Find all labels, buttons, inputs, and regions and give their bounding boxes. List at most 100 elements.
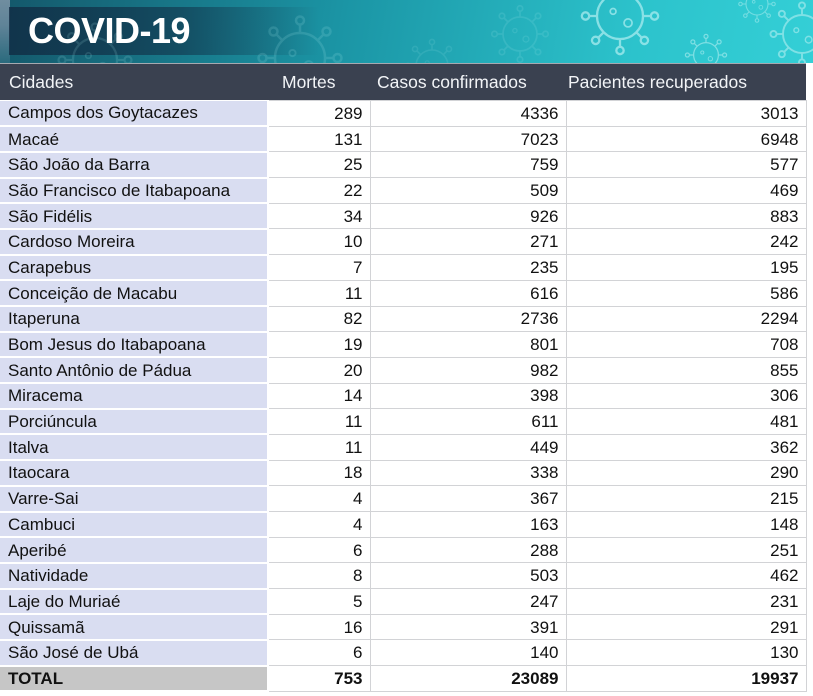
- deaths-cell: 16: [267, 613, 371, 641]
- confirmed-cell: 247: [369, 588, 567, 615]
- deaths-cell: 4: [267, 511, 371, 538]
- city-cell: São José de Ubá: [0, 639, 269, 667]
- total-deaths-cell: 753: [267, 665, 371, 692]
- confirmed-cell: 2736: [369, 305, 567, 333]
- confirmed-cell: 271: [369, 228, 567, 256]
- recovered-cell: 130: [565, 639, 807, 667]
- confirmed-cell: 140: [369, 639, 567, 667]
- recovered-cell: 481: [565, 408, 807, 435]
- deaths-cell: 22: [267, 177, 371, 204]
- confirmed-cell: 509: [369, 177, 567, 204]
- deaths-cell: 11: [267, 433, 371, 461]
- recovered-cell: 242: [565, 228, 807, 256]
- column-header-confirmed: Casos confirmados: [377, 71, 527, 92]
- recovered-cell: 855: [565, 356, 807, 384]
- confirmed-cell: 338: [369, 459, 567, 487]
- deaths-cell: 6: [267, 639, 371, 667]
- city-cell: Itaocara: [0, 460, 269, 487]
- banner-title-shade: [9, 7, 319, 55]
- confirmed-cell: 503: [369, 562, 567, 590]
- city-cell: São Francisco de Itabapoana: [0, 177, 269, 205]
- deaths-cell: 25: [267, 151, 371, 179]
- recovered-cell: 3013: [565, 100, 807, 127]
- deaths-cell: 4: [267, 485, 371, 512]
- city-cell: Quissamã: [0, 614, 269, 641]
- table-row: Bom Jesus do Itabapoana 19 801 708: [0, 331, 807, 359]
- recovered-cell: 586: [565, 279, 807, 307]
- table-row: Conceição de Macabu 11 616 586: [0, 279, 807, 307]
- city-cell: Cardoso Moreira: [0, 228, 269, 256]
- table-row: Itaperuna 82 2736 2294: [0, 305, 807, 333]
- table-row: Italva 11 449 362: [0, 433, 807, 462]
- column-header-deaths: Mortes: [282, 71, 336, 92]
- deaths-cell: 11: [267, 408, 371, 435]
- deaths-cell: 7: [267, 254, 371, 281]
- recovered-cell: 290: [565, 459, 807, 487]
- table-row: Cardoso Moreira 10 271 242: [0, 228, 807, 256]
- column-header-recovered: Pacientes recuperados: [568, 71, 747, 92]
- table-header-row: Cidades Mortes Casos confirmados Pacient…: [0, 63, 806, 100]
- recovered-cell: 6948: [565, 125, 807, 153]
- deaths-cell: 34: [267, 202, 371, 230]
- deaths-cell: 10: [267, 228, 371, 256]
- confirmed-cell: 801: [369, 331, 567, 358]
- recovered-cell: 708: [565, 331, 807, 358]
- recovered-cell: 362: [565, 433, 807, 461]
- city-cell: Cambuci: [0, 511, 269, 539]
- confirmed-cell: 982: [369, 356, 567, 384]
- city-cell: Aperibé: [0, 537, 269, 564]
- city-cell: Varre-Sai: [0, 485, 269, 513]
- confirmed-cell: 4336: [369, 100, 567, 127]
- confirmed-cell: 235: [369, 254, 567, 281]
- table-row: São João da Barra 25 759 577: [0, 151, 807, 179]
- recovered-cell: 251: [565, 536, 807, 564]
- deaths-cell: 14: [267, 382, 371, 410]
- recovered-cell: 215: [565, 485, 807, 512]
- city-cell: Conceição de Macabu: [0, 280, 269, 307]
- column-header-cities: Cidades: [9, 71, 74, 92]
- table-row: Porciúncula 11 611 481: [0, 408, 807, 436]
- recovered-cell: 469: [565, 177, 807, 204]
- deaths-cell: 19: [267, 331, 371, 358]
- deaths-cell: 8: [267, 562, 371, 590]
- recovered-cell: 195: [565, 254, 807, 281]
- city-cell: São João da Barra: [0, 151, 269, 179]
- city-cell: Bom Jesus do Itabapoana: [0, 331, 269, 359]
- confirmed-cell: 7023: [369, 125, 567, 153]
- total-recovered-cell: 19937: [565, 665, 807, 692]
- confirmed-cell: 616: [369, 279, 567, 307]
- table-row: Quissamã 16 391 291: [0, 613, 807, 641]
- recovered-cell: 291: [565, 613, 807, 641]
- total-label-cell: TOTAL: [0, 665, 269, 693]
- table-row: Santo Antônio de Pádua 20 982 855: [0, 356, 807, 385]
- table-body: Campos dos Goytacazes 289 4336 3013 Macaé 131…: [0, 100, 807, 667]
- recovered-cell: 148: [565, 511, 807, 538]
- recovered-cell: 577: [565, 151, 807, 179]
- confirmed-cell: 398: [369, 382, 567, 410]
- city-cell: Carapebus: [0, 254, 269, 282]
- recovered-cell: 462: [565, 562, 807, 590]
- banner-photo-edge: [0, 0, 10, 63]
- table-row: Laje do Muriaé 5 247 231: [0, 588, 807, 616]
- covid-table: Campos dos Goytacazes 289 4336 3013 Macaé 131…: [0, 100, 807, 693]
- city-cell: Itaperuna: [0, 306, 269, 333]
- table-row: São Francisco de Itabapoana 22 509 469: [0, 177, 807, 205]
- deaths-cell: 6: [267, 536, 371, 564]
- table-row: Natividade 8 503 462: [0, 562, 807, 590]
- table-row: Itaocara 18 338 290: [0, 459, 807, 487]
- city-cell: Italva: [0, 434, 269, 462]
- table-row: Macaé 131 7023 6948: [0, 125, 807, 153]
- table-row: São José de Ubá 6 140 130: [0, 639, 807, 667]
- city-cell: Santo Antônio de Pádua: [0, 357, 269, 385]
- confirmed-cell: 163: [369, 511, 567, 538]
- table-row: Cambuci 4 163 148: [0, 511, 807, 539]
- recovered-cell: 2294: [565, 305, 807, 333]
- city-cell: Porciúncula: [0, 408, 269, 436]
- confirmed-cell: 288: [369, 536, 567, 564]
- deaths-cell: 18: [267, 459, 371, 487]
- table-row: Campos dos Goytacazes 289 4336 3013: [0, 100, 807, 128]
- table-row: São Fidélis 34 926 883: [0, 202, 807, 230]
- deaths-cell: 131: [267, 125, 371, 153]
- city-cell: Natividade: [0, 562, 269, 590]
